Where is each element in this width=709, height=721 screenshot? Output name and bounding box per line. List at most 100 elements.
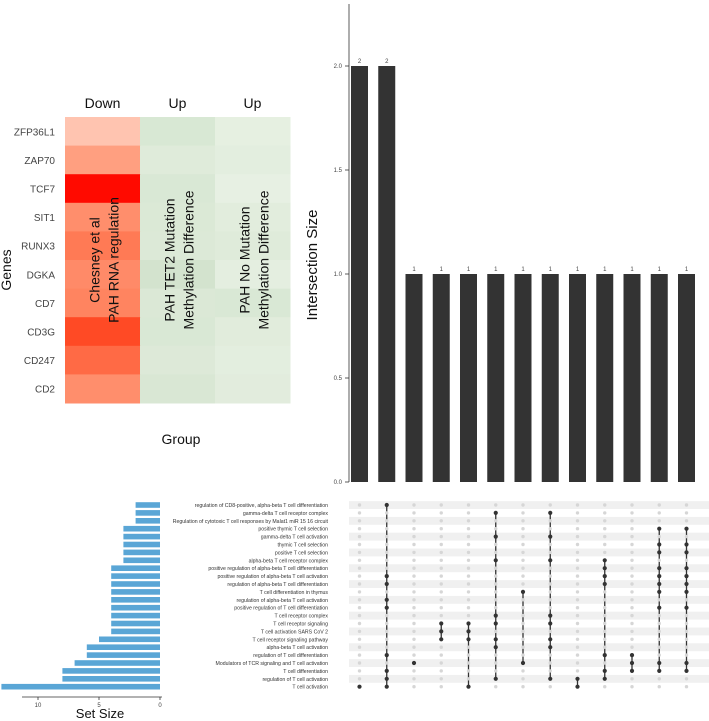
matrix-dot-inactive: [575, 629, 580, 634]
matrix-dot-active: [602, 668, 607, 674]
matrix-dot-inactive: [357, 598, 362, 602]
intersection-bar: [432, 274, 450, 482]
intersection-bar-value: 1: [467, 267, 471, 273]
matrix-dot-active: [657, 566, 662, 571]
column-group-label-line: Methylation Difference: [181, 190, 197, 329]
set-size-bar: [135, 518, 160, 524]
matrix-dot-inactive: [521, 613, 525, 618]
heatmap-cell: [215, 374, 291, 404]
set-size-x-tick-label: 0: [158, 703, 162, 709]
gene-label: CD3G: [27, 328, 55, 339]
matrix-dot-inactive: [385, 566, 389, 570]
heatmap-cell: [215, 288, 291, 318]
matrix-dot-inactive: [603, 637, 607, 641]
matrix-dot-active: [684, 566, 689, 571]
heatmap-cell: [140, 145, 216, 175]
set-size-x-tick-label: 5: [97, 703, 101, 709]
matrix-dot-inactive: [357, 621, 362, 626]
set-name-label: positive thymic T cell selection: [258, 527, 328, 533]
gene-label: DGKA: [27, 270, 56, 281]
set-size-bar: [99, 636, 160, 643]
matrix-dot-inactive: [357, 542, 362, 547]
matrix-dot-active: [657, 526, 662, 531]
matrix-dot-inactive: [412, 685, 416, 689]
matrix-dot-inactive: [684, 503, 689, 507]
matrix-dot-inactive: [575, 613, 580, 618]
set-size-bar: [1, 683, 161, 690]
matrix-dot-active: [384, 684, 389, 689]
matrix-dot-active: [493, 558, 498, 563]
matrix-dot-active: [548, 645, 553, 650]
matrix-dot-inactive: [494, 542, 498, 547]
set-name-label: positive T cell selection: [275, 550, 328, 556]
set-size-bar: [62, 668, 160, 674]
matrix-dot-inactive: [575, 637, 580, 641]
matrix-dot-inactive: [521, 534, 525, 539]
heatmap-cell: [65, 174, 141, 204]
gene-label: RUNX3: [21, 242, 55, 253]
matrix-row-band: [349, 564, 709, 573]
matrix-dot-inactive: [548, 653, 552, 657]
matrix-dot-active: [548, 534, 553, 539]
matrix-dot-active: [657, 581, 662, 587]
heatmap-x-axis-label: Group: [162, 431, 201, 447]
matrix-dot-active: [657, 574, 662, 579]
matrix-dot-inactive: [439, 669, 443, 673]
matrix-dot-inactive: [603, 511, 607, 515]
column-group-label-line: Chesney et al: [87, 217, 103, 303]
matrix-dot-inactive: [575, 669, 580, 673]
intersection-bar: [650, 274, 668, 482]
matrix-dot-inactive: [466, 582, 471, 586]
matrix-dot-inactive: [412, 542, 416, 547]
matrix-row-band: [349, 627, 709, 636]
set-name-label: T cell differentiation: [283, 669, 328, 675]
matrix-dot-inactive: [575, 621, 580, 626]
heatmap-cell: [65, 117, 141, 147]
gene-label: ZFP36L1: [14, 127, 56, 138]
matrix-dot-inactive: [494, 566, 498, 570]
matrix-row-band: [349, 643, 709, 652]
set-name-label: alpha-beta T cell receptor complex: [249, 558, 329, 564]
matrix-dot-inactive: [548, 669, 552, 673]
intersection-bar-value: 1: [521, 267, 525, 273]
matrix-dot-inactive: [521, 606, 525, 610]
matrix-dot-inactive: [466, 534, 471, 539]
set-size-bar: [111, 573, 160, 579]
matrix-dot-inactive: [412, 519, 416, 523]
matrix-dot-inactive: [439, 598, 443, 602]
matrix-dot-inactive: [412, 677, 416, 681]
matrix-dot-inactive: [657, 503, 661, 507]
intersection-bar: [623, 274, 641, 482]
matrix-dot-inactive: [575, 645, 580, 649]
matrix-dot-inactive: [412, 590, 416, 594]
matrix-dot-inactive: [466, 606, 471, 610]
matrix-dot-active: [384, 676, 389, 681]
set-name-label: positive regulation of alpha-beta T cell…: [217, 574, 328, 580]
set-size-bar: [111, 604, 160, 611]
matrix-dot-inactive: [357, 629, 362, 634]
heatmap-cell: [215, 145, 291, 175]
matrix-dot-inactive: [412, 574, 416, 578]
intersection-bar-value: 1: [576, 267, 580, 273]
matrix-dot-inactive: [548, 598, 552, 602]
matrix-dot-inactive: [630, 582, 634, 586]
matrix-dot-active: [493, 645, 498, 650]
matrix-dot-inactive: [603, 606, 607, 610]
set-size-bar: [123, 549, 160, 556]
intersection-bar-value: 1: [630, 267, 634, 273]
matrix-dot-active: [493, 534, 498, 539]
matrix-dot-inactive: [684, 637, 689, 641]
matrix-dot-inactive: [412, 629, 416, 634]
set-size-bar: [111, 612, 160, 619]
matrix-dot-inactive: [357, 590, 362, 594]
intersection-bar-value: 1: [658, 267, 662, 273]
intersection-bar: [541, 274, 559, 482]
heatmap-cell: [140, 288, 216, 318]
heatmap-labels: Genes Group: [0, 249, 201, 447]
matrix-dot-inactive: [466, 613, 471, 618]
set-name-label: T cell activation: [292, 685, 328, 691]
matrix-dot-inactive: [412, 566, 416, 570]
matrix-dot-inactive: [494, 606, 498, 610]
matrix-dot-active: [384, 653, 389, 658]
matrix-dot-inactive: [385, 661, 389, 665]
